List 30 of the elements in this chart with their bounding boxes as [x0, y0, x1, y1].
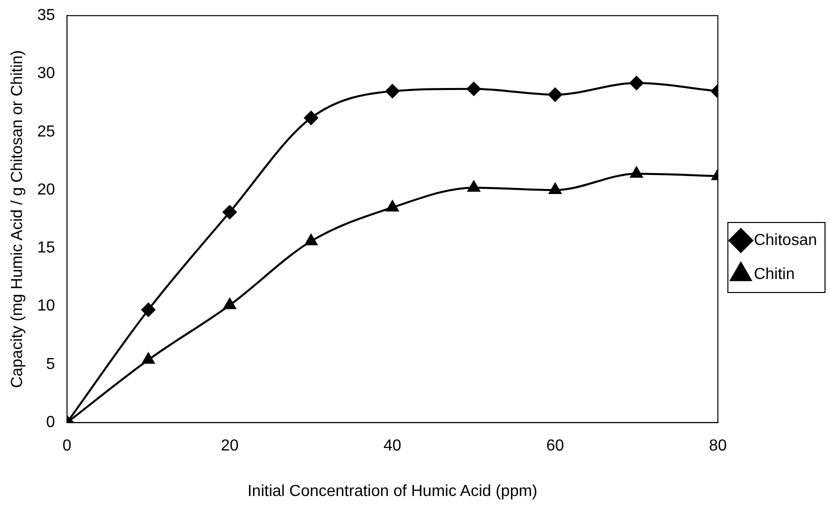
- y-tick-label: 30: [37, 65, 56, 82]
- legend-label: Chitin: [754, 266, 795, 283]
- point: [630, 166, 643, 178]
- point: [142, 352, 155, 364]
- point: [304, 234, 318, 246]
- x-axis-title: Initial Concentration of Humic Acid (ppm): [247, 482, 538, 500]
- point: [468, 180, 480, 192]
- x-tick-label: 80: [708, 438, 727, 455]
- y-tick-label: 10: [37, 298, 56, 315]
- y-tick-label: 5: [46, 356, 56, 373]
- y-tick-label: 35: [37, 7, 56, 24]
- point: [466, 82, 481, 96]
- point: [548, 183, 562, 194]
- x-tick-label: 60: [546, 438, 564, 455]
- point: [304, 110, 318, 125]
- legend-label: Chitosan: [754, 232, 818, 249]
- x-tick-label: 0: [62, 438, 72, 455]
- y-tick-label: 15: [37, 240, 56, 257]
- x-tick-label: 40: [384, 438, 402, 455]
- point: [222, 205, 237, 220]
- point: [386, 200, 399, 212]
- point: [629, 76, 644, 90]
- point: [548, 88, 562, 102]
- y-tick-label: 20: [37, 181, 56, 198]
- y-axis-title: Capacity (mg Humic Acid / g Chitosan or Chitin): [9, 50, 26, 388]
- point: [224, 298, 236, 310]
- y-tick-label: 25: [37, 123, 56, 140]
- point: [385, 84, 400, 98]
- y-tick-label: 0: [46, 414, 56, 432]
- x-tick-label: 20: [220, 438, 239, 455]
